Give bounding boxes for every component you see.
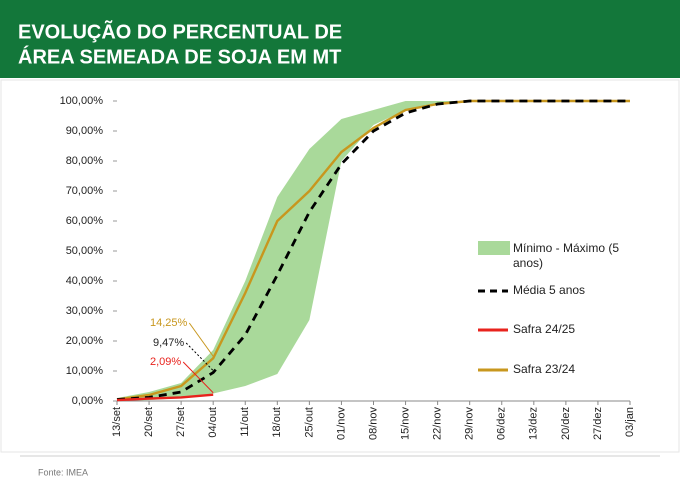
x-tick-label: 25/out xyxy=(303,407,315,438)
x-tick-label: 06/dez xyxy=(496,407,508,440)
min-max-band xyxy=(117,101,630,401)
header-band xyxy=(0,0,680,78)
x-tick-label: 13/dez xyxy=(528,407,540,440)
y-tick-label: 0,00% xyxy=(72,395,103,407)
value-label: 9,47% xyxy=(153,337,184,349)
value-label: 2,09% xyxy=(150,356,181,368)
x-tick-label: 29/nov xyxy=(464,407,476,441)
y-tick-label: 100,00% xyxy=(60,95,104,107)
source: Fonte: IMEA xyxy=(38,467,88,477)
y-tick-label: 70,00% xyxy=(66,185,104,197)
legend-label: Média 5 anos xyxy=(513,283,586,297)
value-label: 14,25% xyxy=(150,317,188,329)
x-tick-label: 15/nov xyxy=(399,407,411,441)
series-line xyxy=(116,99,630,401)
legend-label: Safra 23/24 xyxy=(513,362,576,376)
y-tick-label: 90,00% xyxy=(66,125,104,137)
x-tick-label: 27/set xyxy=(175,407,187,437)
x-tick-label: 22/nov xyxy=(432,407,444,441)
legend-label: Mínimo - Máximo (5 anos) xyxy=(513,241,620,270)
x-tick-label: 03/jan xyxy=(624,407,636,437)
leader-line xyxy=(188,322,214,357)
leader-line xyxy=(185,342,214,371)
legend-swatch xyxy=(478,241,510,255)
y-tick-label: 10,00% xyxy=(66,365,104,377)
x-tick-label: 13/set xyxy=(111,407,123,437)
x-tick-label: 01/nov xyxy=(335,407,347,441)
y-tick-label: 30,00% xyxy=(66,305,104,317)
leader-line xyxy=(182,361,214,394)
x-tick-label: 20/dez xyxy=(560,407,572,440)
x-tick-label: 04/out xyxy=(207,407,219,438)
x-tick-label: 27/dez xyxy=(592,407,604,440)
x-tick-label: 18/out xyxy=(271,407,283,438)
y-tick-label: 50,00% xyxy=(66,245,104,257)
series-line xyxy=(116,99,630,401)
x-tick-label: 20/set xyxy=(143,407,155,437)
y-tick-label: 60,00% xyxy=(66,215,104,227)
x-tick-label: 08/nov xyxy=(367,407,379,441)
chart-frame xyxy=(0,79,680,453)
title-line: EVOLUÇÃO DO PERCENTUAL DE xyxy=(18,20,342,43)
title-line: ÁREA SEMEADA DE SOJA EM MT xyxy=(18,45,341,68)
x-tick-label: 11/out xyxy=(239,407,251,437)
y-tick-label: 20,00% xyxy=(66,335,104,347)
y-tick-label: 40,00% xyxy=(66,275,104,287)
legend-label: Safra 24/25 xyxy=(513,322,576,336)
series-line xyxy=(116,393,214,402)
y-tick-label: 80,00% xyxy=(66,155,104,167)
